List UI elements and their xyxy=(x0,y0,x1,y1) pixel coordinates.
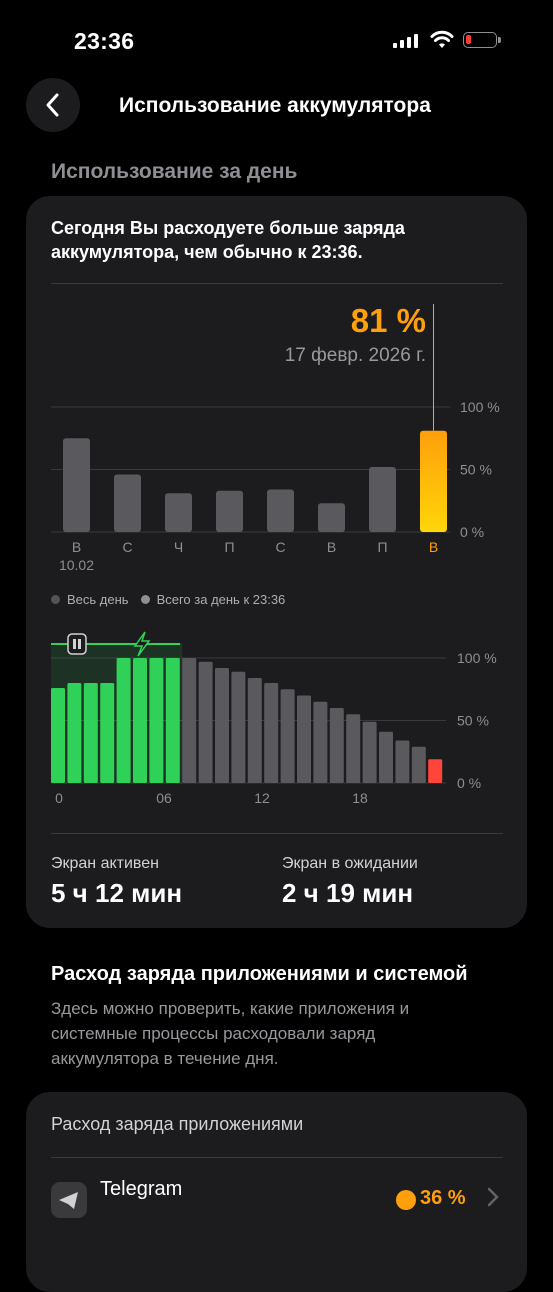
x-tick-label: П xyxy=(377,539,387,555)
cellular-signal-icon xyxy=(393,34,418,48)
section-label: Использование за день xyxy=(51,160,298,183)
pause-icon-bar xyxy=(78,639,81,649)
hour-bar xyxy=(379,731,393,783)
apps-section-title: Расход заряда приложениями и системой xyxy=(51,963,468,985)
weekly-usage-chart[interactable]: 100 % 50 % 0 % В 10.02 С Ч П С В П В xyxy=(0,290,553,580)
screen-active-value: 5 ч 12 мин xyxy=(51,878,183,908)
usage-description: Сегодня Вы расходуете больше заряда акку… xyxy=(51,218,405,262)
hour-bar xyxy=(198,661,213,783)
battery-icon xyxy=(463,32,497,48)
day-bar xyxy=(267,489,294,532)
page-title: Использование аккумулятора xyxy=(119,94,431,117)
x-tick-label: 0 xyxy=(55,790,63,806)
warning-icon xyxy=(396,1190,416,1210)
y-tick-label: 100 % xyxy=(460,399,500,415)
legend-total: Всего за день к 23:36 xyxy=(156,592,286,607)
battery-cap xyxy=(498,37,501,43)
app-percent: 36 % xyxy=(420,1187,466,1209)
legend-all-day: Весь день xyxy=(67,592,129,607)
day-bar xyxy=(216,490,243,532)
screen-standby-value: 2 ч 19 мин xyxy=(282,878,414,908)
y-tick-label: 50 % xyxy=(457,713,489,729)
x-tick-label: В xyxy=(327,539,336,555)
hour-bar xyxy=(231,671,246,783)
screen-standby-label: Экран в ожидании xyxy=(282,855,418,872)
wifi-icon xyxy=(430,30,454,48)
hour-bar xyxy=(346,714,361,783)
screen-active-label: Экран активен xyxy=(51,855,159,872)
hour-bar xyxy=(297,695,311,783)
hour-bar xyxy=(362,721,377,783)
x-tick-sublabel: 10.02 xyxy=(59,557,94,573)
day-bar xyxy=(369,467,396,532)
hour-bar xyxy=(395,740,410,783)
x-tick-label: В xyxy=(72,539,81,555)
selected-date: 17 февр. 2026 г. xyxy=(284,345,426,366)
y-tick-label: 50 % xyxy=(460,462,492,478)
selected-percent: 81 % xyxy=(350,302,426,339)
day-bar xyxy=(420,430,447,532)
legend-dot-total xyxy=(140,595,150,604)
hour-bar xyxy=(83,683,98,783)
day-bar xyxy=(165,493,192,532)
telegram-icon xyxy=(59,1192,78,1209)
hour-bar xyxy=(247,678,262,783)
app-name[interactable]: Telegram xyxy=(100,1178,183,1200)
pause-icon-bar xyxy=(73,639,76,649)
hour-bar xyxy=(215,668,229,783)
chevron-right-icon[interactable] xyxy=(486,1186,500,1208)
x-tick-label: 06 xyxy=(156,790,172,806)
hour-bar xyxy=(329,708,344,783)
hour-bar xyxy=(51,688,65,783)
divider xyxy=(51,833,503,834)
hour-bar xyxy=(428,759,443,783)
x-tick-label: В xyxy=(429,539,438,555)
day-bar xyxy=(318,503,345,532)
pause-icon xyxy=(67,633,87,655)
x-tick-label: С xyxy=(275,539,285,555)
hour-bar xyxy=(165,658,180,783)
day-bar xyxy=(114,474,141,532)
x-tick-label: С xyxy=(122,539,132,555)
hour-bar xyxy=(100,683,115,783)
status-time: 23:36 xyxy=(74,28,135,54)
hour-bar xyxy=(411,746,426,783)
hour-bar xyxy=(116,658,131,783)
day-bar xyxy=(63,438,90,532)
hour-bar xyxy=(280,689,295,783)
legend-dot-all-day xyxy=(51,595,60,604)
y-tick-label: 100 % xyxy=(457,650,497,666)
chart-legend: Весь день Всего за день к 23:36 xyxy=(51,592,285,607)
x-tick-label: П xyxy=(224,539,234,555)
hour-bar xyxy=(67,683,82,783)
x-tick-label: 12 xyxy=(254,790,270,806)
hour-bar xyxy=(264,683,279,783)
charging-bolt-icon xyxy=(133,631,151,657)
hour-bar xyxy=(313,701,328,783)
chevron-left-icon xyxy=(46,93,59,117)
y-tick-label: 0 % xyxy=(460,524,484,540)
hour-bar xyxy=(182,658,197,783)
divider xyxy=(51,283,503,284)
usage-card xyxy=(26,196,527,928)
hour-bar xyxy=(133,658,147,783)
back-button[interactable] xyxy=(26,78,80,132)
y-tick-label: 0 % xyxy=(457,775,481,791)
telegram-app-icon xyxy=(51,1182,87,1218)
battery-level-chart[interactable]: 100 % 50 % 0 % 0 06 12 18 xyxy=(0,628,553,808)
apps-section-description: Здесь можно проверить, какие приложения … xyxy=(51,999,410,1068)
x-tick-label: 18 xyxy=(352,790,368,806)
apps-card-label: Расход заряда приложениями xyxy=(51,1114,304,1134)
hour-bar xyxy=(149,658,164,783)
divider xyxy=(51,1157,503,1158)
x-tick-label: Ч xyxy=(174,539,183,555)
